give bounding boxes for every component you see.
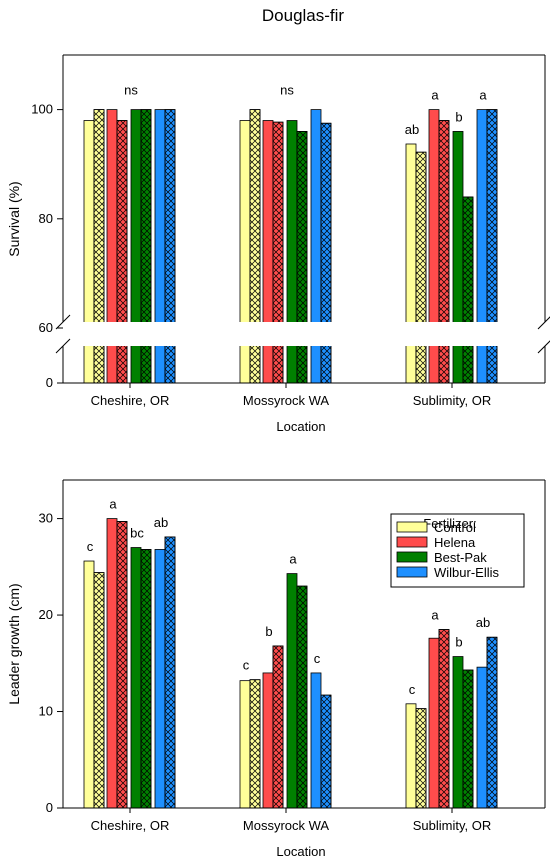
legend-swatch-control [396, 521, 428, 533]
significance-label: a [109, 497, 117, 512]
bar-hatch-overlay [462, 196, 474, 384]
significance-label: b [455, 635, 462, 650]
legend-swatch-wilbur-ellis [396, 566, 428, 578]
bar-hatch-overlay [438, 629, 450, 809]
significance-label: b [455, 109, 462, 124]
x-tick-label: Mossyrock WA [243, 818, 330, 833]
significance-label: ns [124, 83, 138, 98]
bar-helena-solid [428, 637, 440, 809]
significance-label: c [409, 682, 416, 697]
y-tick-label: 60 [39, 320, 53, 335]
x-axis-label: Location [276, 844, 325, 859]
axis-break-gap [64, 322, 544, 346]
legend-label: Wilbur-Ellis [434, 565, 500, 580]
bar-control-solid [83, 560, 95, 809]
y-tick-label: 0 [46, 375, 53, 390]
y-axis-label: Survival (%) [6, 181, 22, 256]
x-tick-label: Cheshire, OR [91, 393, 170, 408]
significance-label: ab [476, 615, 490, 630]
y-tick-label: 30 [39, 511, 53, 526]
y-tick-label: 20 [39, 607, 53, 622]
x-tick-label: Mossyrock WA [243, 393, 330, 408]
significance-label: bc [130, 526, 144, 541]
significance-label: b [265, 624, 272, 639]
bar-hatch-overlay [93, 572, 105, 809]
significance-label: ab [154, 515, 168, 530]
bar-hatch-overlay [486, 636, 498, 809]
bar-hatch-overlay [140, 549, 152, 809]
significance-label: a [431, 88, 439, 103]
bar-helena-solid [262, 672, 274, 809]
significance-label: c [243, 658, 250, 673]
legend-label: Helena [434, 535, 476, 550]
significance-label: ab [405, 122, 419, 137]
significance-label: a [479, 88, 487, 103]
bar-best-pak-solid [452, 656, 464, 809]
bar-helena-solid [106, 518, 118, 809]
survival-chart: 0 60 80 100 Cheshire, OR Mossyrock WA Sublimit… [6, 54, 550, 434]
legend-title: Fertilizer: [423, 516, 476, 531]
legend-swatch-best-pak [396, 551, 428, 563]
y-tick-label: 0 [46, 800, 53, 815]
legend-label: Control [434, 520, 476, 535]
bar-best-pak-solid [130, 547, 142, 809]
bar-best-pak-solid [286, 573, 298, 809]
bar-control-solid [239, 680, 251, 809]
bar-hatch-overlay [415, 708, 427, 809]
bar-hatch-overlay [320, 694, 332, 809]
x-tick-label: Sublimity, OR [413, 818, 492, 833]
bar-hatch-overlay [415, 151, 427, 384]
figure-title: Douglas-fir [262, 6, 345, 25]
significance-label: c [87, 539, 94, 554]
bar-wilbur-ellis-solid [310, 672, 322, 809]
significance-label: a [289, 552, 297, 567]
y-axis-label: Leader growth (cm) [6, 583, 22, 704]
bar-control-solid [405, 143, 417, 384]
legend-box [390, 513, 525, 588]
significance-label: c [314, 651, 321, 666]
bar-hatch-overlay [272, 645, 284, 809]
x-tick-label: Cheshire, OR [91, 818, 170, 833]
significance-label: a [431, 608, 439, 623]
y-tick-label: 100 [31, 102, 53, 117]
significance-label: ns [280, 83, 294, 98]
legend-label: Best-Pak [434, 550, 487, 565]
leader-growth-chart: 0 10 20 30 Cheshire, OR Mossyrock WA Sublimity… [6, 479, 546, 859]
y-tick-label: 80 [39, 211, 53, 226]
bar-hatch-overlay [462, 669, 474, 809]
bar-hatch-overlay [296, 585, 308, 809]
bar-hatch-overlay [116, 521, 128, 809]
bar-wilbur-ellis-solid [154, 549, 166, 809]
bar-control-solid [405, 703, 417, 809]
bar-wilbur-ellis-solid [476, 666, 488, 809]
x-axis-label: Location [276, 419, 325, 434]
bar-hatch-overlay [164, 536, 176, 809]
bar-hatch-overlay [249, 679, 261, 809]
x-tick-label: Sublimity, OR [413, 393, 492, 408]
legend-swatch-helena [396, 536, 428, 548]
y-tick-label: 10 [39, 704, 53, 719]
